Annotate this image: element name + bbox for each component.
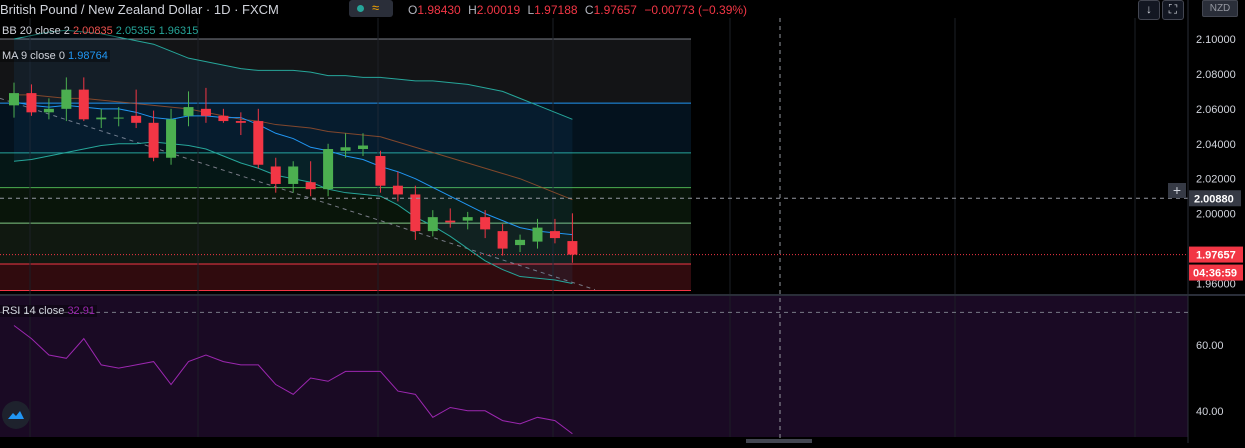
candle-body — [445, 220, 456, 223]
candle-body — [567, 241, 578, 255]
fib-zone — [0, 38, 691, 104]
price-tick-label: 2.10000 — [1196, 34, 1236, 46]
countdown-tag — [1189, 264, 1243, 281]
candle-body — [427, 217, 438, 232]
rsi-tick-label: 60.00 — [1196, 340, 1224, 352]
bb-value-3: 1.96315 — [158, 25, 199, 37]
candle-body — [218, 115, 229, 122]
candle-body — [340, 147, 351, 151]
candle-body — [200, 108, 211, 116]
candle-body — [323, 149, 334, 190]
candle-body — [78, 89, 89, 120]
bb-legend[interactable]: BB 20 close 2 2.00835 2.05355 1.96315 — [0, 25, 201, 37]
close-value: 1.97657 — [593, 3, 637, 17]
candle-body — [375, 156, 386, 186]
candle-body — [480, 217, 491, 230]
candle-body — [131, 115, 142, 123]
price-tick-label: 2.04000 — [1196, 139, 1236, 151]
maximize-icon[interactable]: ⛶ — [1162, 0, 1184, 20]
market-status-button[interactable]: ≈ — [349, 0, 393, 17]
ma-name: MA 9 close 0 — [2, 50, 65, 62]
high-label: H — [468, 3, 477, 17]
ohlc-readout: O1.98430 H2.00019 L1.97188 C1.97657 −0.0… — [408, 3, 751, 17]
low-label: L — [527, 3, 535, 17]
time-scroll-handle — [746, 439, 812, 443]
rsi-pane-background — [0, 296, 1188, 437]
symbol-title[interactable]: British Pound / New Zealand Dollar · 1D … — [0, 2, 279, 17]
candle-body — [549, 231, 560, 239]
rsi-name: RSI 14 close — [2, 305, 65, 317]
bb-value-1: 2.00835 — [72, 25, 113, 37]
trend-line — [0, 97, 596, 291]
change-value: −0.00773 (−0.39%) — [644, 3, 748, 17]
price-tick-label: 1.96000 — [1196, 279, 1236, 291]
open-value: 1.98430 — [417, 3, 461, 17]
close-label: C — [584, 3, 594, 17]
market-open-dot-icon — [357, 5, 364, 12]
candle-body — [497, 231, 508, 249]
ma-line — [13, 101, 573, 236]
candle-body — [288, 166, 299, 184]
candle-body — [392, 185, 403, 195]
price-tick-label: 2.00000 — [1196, 209, 1236, 221]
candle-body — [235, 121, 246, 123]
bb-name: BB 20 close 2 — [2, 25, 70, 37]
candle-body — [183, 107, 194, 116]
crosshair-price-tag — [1189, 190, 1241, 207]
rsi-legend[interactable]: RSI 14 close 32.91 — [0, 305, 97, 317]
high-value: 2.00019 — [476, 3, 521, 17]
candle-body — [96, 117, 107, 120]
add-alert-plus-icon[interactable]: + — [1168, 183, 1186, 198]
candle-body — [410, 194, 421, 232]
candle-body — [462, 217, 473, 221]
crosshair-price-label: 2.00880 — [1194, 193, 1234, 205]
ma-value: 1.98764 — [68, 50, 108, 62]
tradingview-logo-icon[interactable] — [2, 401, 30, 429]
down-arrow-icon[interactable]: ↓ — [1138, 0, 1160, 20]
ma-legend[interactable]: MA 9 close 0 1.98764 — [0, 50, 110, 62]
candle-body — [113, 117, 124, 119]
candle-body — [166, 119, 177, 158]
price-tick-label: 2.06000 — [1196, 104, 1236, 116]
candle-body — [270, 166, 281, 184]
candle-body — [358, 145, 368, 150]
countdown-label: 04:36:59 — [1193, 268, 1237, 280]
candle-body — [9, 93, 19, 106]
fib-zone — [0, 187, 691, 224]
low-value: 1.97188 — [534, 3, 578, 17]
candle-body — [43, 108, 54, 113]
fib-zone — [0, 263, 691, 291]
last-price-tag — [1189, 246, 1243, 263]
fib-zone — [0, 152, 691, 188]
fib-zone — [0, 223, 691, 264]
open-label: O — [408, 3, 418, 17]
rsi-value: 32.91 — [67, 305, 95, 317]
bb-value-2: 2.05355 — [115, 25, 156, 37]
candle-body — [253, 121, 264, 165]
last-price-label: 1.97657 — [1196, 250, 1236, 262]
candle-body — [515, 239, 526, 246]
candle-body — [26, 93, 37, 113]
rsi-line — [13, 325, 573, 435]
candle-body — [148, 122, 159, 158]
bb-basis-line — [14, 94, 573, 201]
currency-badge: NZD — [1202, 0, 1238, 17]
price-tick-label: 2.02000 — [1196, 174, 1236, 186]
candle-body — [532, 227, 543, 242]
price-tick-label: 2.08000 — [1196, 69, 1236, 81]
candle-body — [61, 89, 72, 109]
bb-upper-line — [13, 29, 573, 120]
candle-body — [305, 182, 316, 190]
rsi-tick-label: 40.00 — [1196, 406, 1224, 418]
wave-icon: ≈ — [372, 0, 380, 15]
